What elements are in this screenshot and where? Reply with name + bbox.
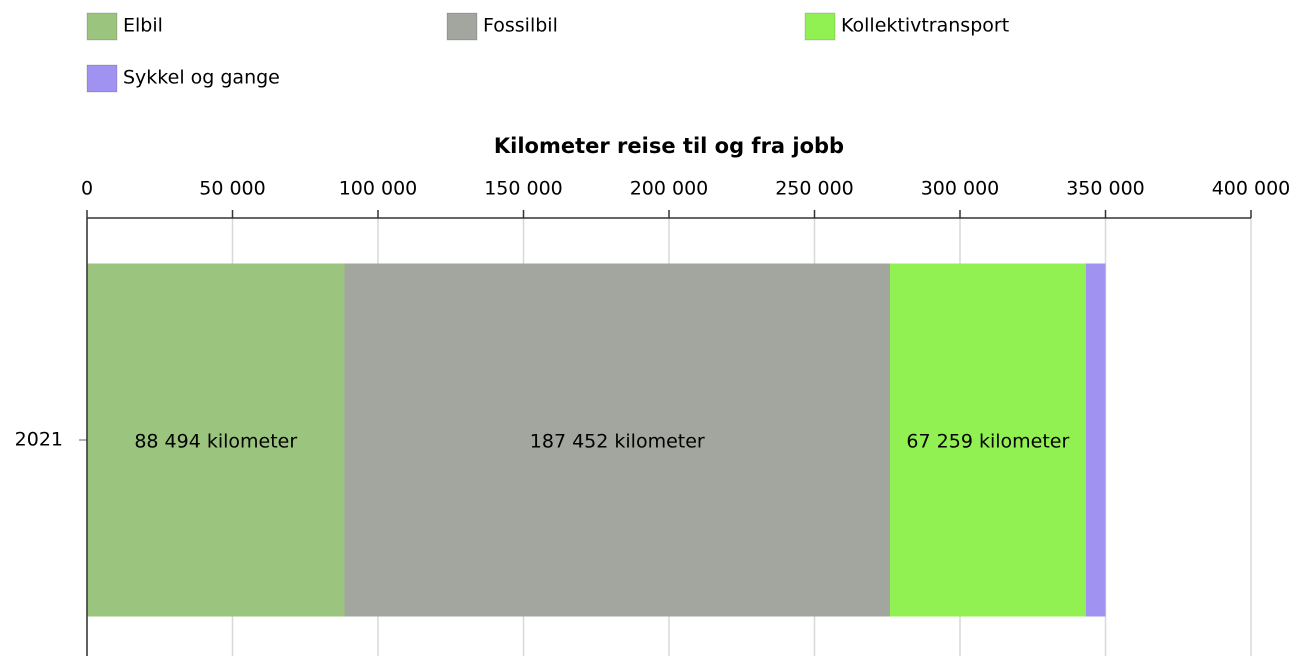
legend-label: Kollektivtransport xyxy=(841,15,1009,37)
legend-swatch xyxy=(86,12,118,41)
x-tick-label: 50 000 xyxy=(199,178,265,200)
x-tick-label: 300 000 xyxy=(921,178,1000,200)
bar-segment xyxy=(344,263,891,617)
x-tick-label: 200 000 xyxy=(630,178,709,200)
data-label: 67 259 kilometer xyxy=(906,431,1069,453)
chart-title: Kilometer reise til og fra jobb xyxy=(494,134,844,158)
legend-swatch xyxy=(446,12,478,41)
legend-label: Elbil xyxy=(123,15,163,37)
bar-segment xyxy=(890,263,1086,617)
x-tick-label: 0 xyxy=(81,178,93,200)
legend-swatch xyxy=(804,12,836,41)
data-label: 88 494 kilometer xyxy=(134,431,297,453)
x-tick-label: 350 000 xyxy=(1066,178,1145,200)
y-tick-label: 2021 xyxy=(15,429,63,451)
x-tick-label: 250 000 xyxy=(775,178,854,200)
bar-segment xyxy=(87,263,345,617)
legend-label: Fossilbil xyxy=(483,15,558,37)
legend-swatch xyxy=(86,64,118,93)
x-tick-label: 100 000 xyxy=(339,178,418,200)
data-label: 187 452 kilometer xyxy=(530,431,705,453)
x-tick-label: 400 000 xyxy=(1212,178,1291,200)
x-tick-label: 150 000 xyxy=(484,178,563,200)
bar-segment xyxy=(1085,263,1106,617)
legend-label: Sykkel og gange xyxy=(123,67,280,89)
